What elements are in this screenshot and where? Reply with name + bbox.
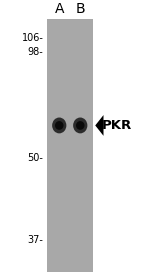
Bar	[46, 19, 93, 272]
Polygon shape	[95, 115, 103, 136]
Text: 98-: 98-	[28, 46, 44, 57]
Ellipse shape	[76, 121, 85, 130]
Ellipse shape	[55, 121, 64, 130]
Text: 50-: 50-	[28, 153, 43, 163]
Text: 106-: 106-	[22, 33, 44, 43]
Ellipse shape	[73, 118, 87, 133]
Text: 37-: 37-	[28, 235, 43, 245]
Text: A: A	[54, 2, 64, 16]
Text: PKR: PKR	[102, 119, 132, 132]
Ellipse shape	[52, 118, 66, 133]
Text: B: B	[75, 2, 85, 16]
